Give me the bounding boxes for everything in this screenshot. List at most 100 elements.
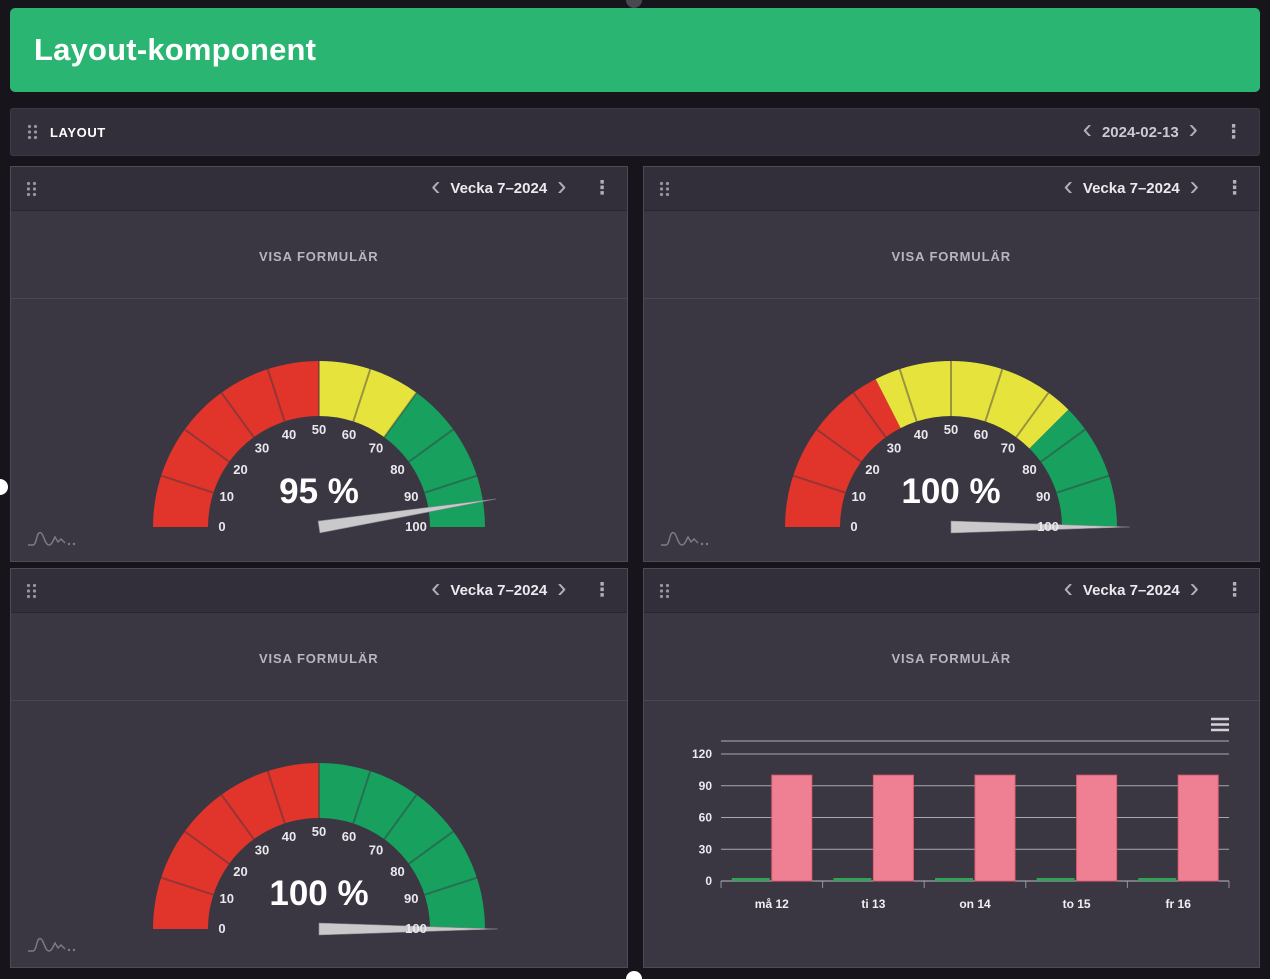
panel-header: ‹ Vecka 7–2024 › ⋮ bbox=[11, 569, 627, 613]
y-axis-label: 90 bbox=[699, 779, 713, 793]
gauge-tick-label: 90 bbox=[404, 891, 418, 906]
gauge-needle bbox=[950, 520, 1131, 534]
panel-grid: ‹ Vecka 7–2024 › ⋮ VISA FORMULÄR 0 10 20 30… bbox=[10, 166, 1260, 968]
gauge-tick-label: 80 bbox=[1022, 462, 1036, 477]
gauge-tick-label: 30 bbox=[254, 843, 268, 858]
next-week-button[interactable]: › bbox=[557, 571, 567, 603]
bar-chart-svg: 0 30 60 90 120 må 12 ti 13 on 14 to 15 fr 16 bbox=[692, 717, 1230, 911]
gauge-tick-label: 100 bbox=[405, 921, 427, 936]
panel-menu-icon[interactable]: ⋮ bbox=[592, 178, 612, 199]
panel-body: VISA FORMULÄR 0 10 20 30 40 50 60 70 80 90 100 95 % bbox=[11, 211, 627, 561]
gauge-tick-label: 80 bbox=[390, 462, 404, 477]
gauge-tick-label: 40 bbox=[914, 427, 928, 442]
gauge-tick-label: 70 bbox=[369, 441, 383, 456]
splitter-handle-bottom[interactable] bbox=[626, 971, 642, 979]
gauge-tick-label: 60 bbox=[341, 829, 355, 844]
visa-formular-button[interactable]: VISA FORMULÄR bbox=[891, 249, 1012, 264]
gauge-tick-label: 20 bbox=[233, 864, 247, 879]
drag-handle-icon[interactable] bbox=[659, 181, 670, 197]
drag-handle-icon[interactable] bbox=[26, 583, 37, 599]
gauge-tick-label: 90 bbox=[404, 489, 418, 504]
gauge-tick-label: 0 bbox=[218, 921, 225, 936]
gauge-band bbox=[785, 379, 901, 527]
sparkline-icon bbox=[660, 531, 708, 546]
visa-formular-button[interactable]: VISA FORMULÄR bbox=[258, 651, 379, 666]
gauge-tick-label: 0 bbox=[851, 519, 858, 534]
chevron-right-icon[interactable]: › bbox=[1188, 113, 1198, 144]
week-label: Vecka 7–2024 bbox=[1082, 180, 1180, 197]
prev-week-button[interactable]: ‹ bbox=[431, 169, 441, 201]
x-axis-label: fr 16 bbox=[1166, 897, 1192, 911]
prev-week-button[interactable]: ‹ bbox=[1063, 571, 1073, 603]
gauge-tick-label: 60 bbox=[341, 427, 355, 442]
gauge-value-label: 100 % bbox=[902, 472, 1001, 511]
layout-toolbar: LAYOUT ‹ 2024-02-13 › ⋮ bbox=[10, 108, 1260, 156]
panel-gauge-1: ‹ Vecka 7–2024 › ⋮ VISA FORMULÄR 0 10 20 30… bbox=[10, 166, 628, 562]
gauge-value-label: 100 % bbox=[269, 874, 368, 913]
layout-label: LAYOUT bbox=[50, 124, 106, 140]
gauge-chart: 0 10 20 30 40 50 60 70 80 90 100 100 % bbox=[644, 299, 1260, 561]
gauge-tick-label: 50 bbox=[312, 422, 326, 437]
gauge-band bbox=[318, 763, 485, 929]
divider bbox=[11, 298, 627, 299]
bar-chart: 0 30 60 90 120 må 12 ti 13 on 14 to 15 fr 16 bbox=[644, 701, 1260, 967]
panel-gauge-3: ‹ Vecka 7–2024 › ⋮ VISA FORMULÄR 0 10 20 30… bbox=[10, 568, 628, 968]
prev-week-button[interactable]: ‹ bbox=[1063, 169, 1073, 201]
gauge-band bbox=[1029, 409, 1118, 527]
bar-pink bbox=[1177, 774, 1219, 882]
visa-formular-button[interactable]: VISA FORMULÄR bbox=[891, 651, 1012, 666]
splitter-handle-top[interactable] bbox=[626, 0, 642, 8]
splitter-handle-left[interactable] bbox=[0, 479, 8, 495]
panel-body: VISA FORMULÄR 0 10 20 30 40 50 60 70 80 90 100 100 … bbox=[11, 613, 627, 967]
divider bbox=[643, 700, 1259, 701]
chevron-left-icon[interactable]: ‹ bbox=[1082, 113, 1092, 144]
week-label: Vecka 7–2024 bbox=[1082, 582, 1180, 599]
panel-body: VISA FORMULÄR 0 10 20 30 40 50 60 70 80 90 100 100 … bbox=[643, 211, 1260, 561]
gauge-tick-label: 30 bbox=[254, 441, 268, 456]
bar-green bbox=[1138, 878, 1177, 881]
bar-green bbox=[935, 878, 974, 881]
bar-pink bbox=[974, 774, 1016, 882]
gauge-tick-label: 40 bbox=[282, 427, 296, 442]
gauge-tick-label: 20 bbox=[233, 462, 247, 477]
gauge-tick-label: 20 bbox=[866, 462, 880, 477]
sparkline-icon bbox=[28, 937, 76, 952]
panel-menu-icon[interactable]: ⋮ bbox=[592, 580, 612, 601]
bar-green bbox=[833, 878, 872, 881]
gauge-band bbox=[383, 392, 485, 527]
drag-handle-icon[interactable] bbox=[27, 124, 38, 140]
x-axis-label: ti 13 bbox=[862, 897, 886, 911]
y-axis-label: 60 bbox=[699, 811, 713, 825]
gauge-chart: 0 10 20 30 40 50 60 70 80 90 100 100 % bbox=[11, 701, 627, 967]
visa-formular-button[interactable]: VISA FORMULÄR bbox=[258, 249, 379, 264]
kebab-menu-icon[interactable]: ⋮ bbox=[1224, 121, 1243, 143]
gauge-tick-label: 50 bbox=[944, 422, 958, 437]
y-axis-label: 0 bbox=[706, 874, 713, 888]
y-axis-label: 30 bbox=[699, 842, 713, 856]
gauge-tick-label: 10 bbox=[219, 891, 233, 906]
next-week-button[interactable]: › bbox=[1189, 571, 1199, 603]
gauge-tick-label: 10 bbox=[219, 489, 233, 504]
gauge-tick-label: 60 bbox=[974, 427, 988, 442]
next-week-button[interactable]: › bbox=[1189, 169, 1199, 201]
sparkline-icon bbox=[28, 531, 76, 546]
week-label: Vecka 7–2024 bbox=[450, 582, 548, 599]
gauge-tick-label: 90 bbox=[1036, 489, 1050, 504]
drag-handle-icon[interactable] bbox=[659, 583, 670, 599]
gauge-band bbox=[152, 763, 319, 929]
gauge-tick-label: 70 bbox=[369, 843, 383, 858]
app-header: Layout-komponent bbox=[10, 8, 1260, 92]
panel-menu-icon[interactable]: ⋮ bbox=[1225, 580, 1244, 601]
bar-green bbox=[1036, 878, 1075, 881]
y-axis-label: 120 bbox=[692, 747, 712, 761]
drag-handle-icon[interactable] bbox=[26, 181, 37, 197]
next-week-button[interactable]: › bbox=[557, 169, 567, 201]
panel-menu-icon[interactable]: ⋮ bbox=[1225, 178, 1244, 199]
gauge-tick-label: 100 bbox=[405, 519, 427, 534]
bar-pink bbox=[771, 774, 813, 882]
prev-week-button[interactable]: ‹ bbox=[431, 571, 441, 603]
gauge-needle bbox=[317, 498, 496, 534]
bar-pink bbox=[873, 774, 915, 882]
